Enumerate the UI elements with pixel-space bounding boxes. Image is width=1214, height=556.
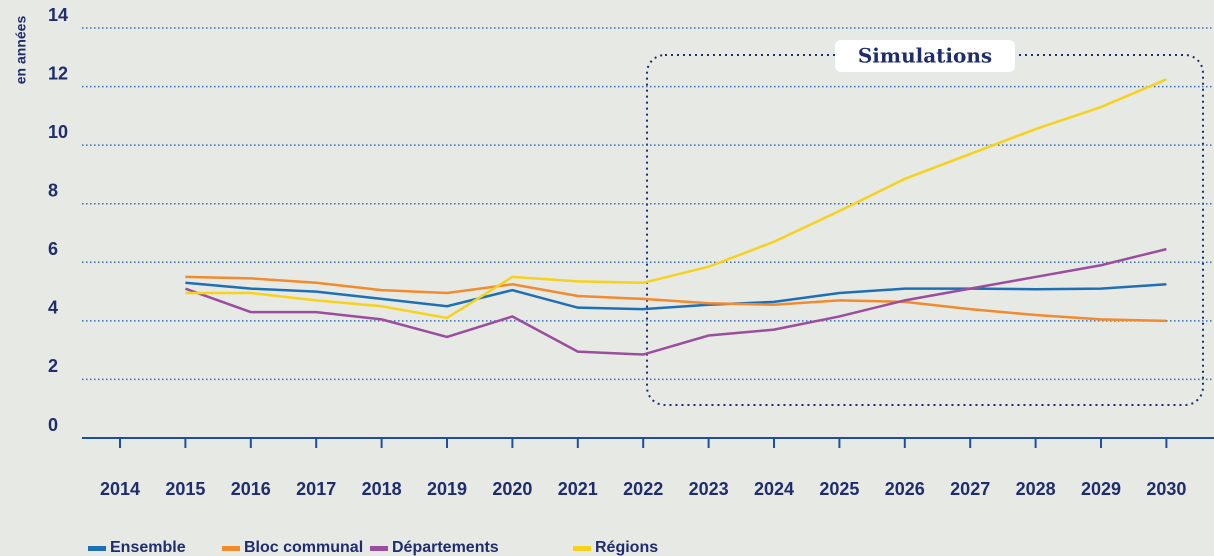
x-tick-label: 2014 [100, 479, 140, 499]
legend-swatch [370, 546, 388, 551]
legend-label: Départements [392, 539, 499, 556]
legend-label: Ensemble [110, 539, 186, 556]
line [185, 275, 1167, 323]
x-tick-label: 2015 [165, 479, 205, 499]
x-tick-label: 2020 [492, 479, 532, 499]
x-tick-label: 2027 [950, 479, 990, 499]
annotation: Simulations [858, 44, 992, 68]
legend-swatch [88, 546, 106, 551]
x-tick-label: 2029 [1081, 479, 1121, 499]
x-tick-label: 2024 [754, 479, 794, 499]
x-tick-label: 2022 [623, 479, 663, 499]
legend-swatch [222, 546, 240, 551]
y-tick-label: 14 [48, 5, 68, 25]
x-tick-label: 2019 [427, 479, 467, 499]
y-axis-label: en années [13, 16, 29, 85]
line [184, 247, 1167, 356]
line [185, 281, 1167, 311]
x-tick-label: 2016 [231, 479, 271, 499]
x-tick-label: 2030 [1146, 479, 1186, 499]
y-tick-label: 0 [48, 415, 58, 435]
x-tick-label: 2021 [558, 479, 598, 499]
annotation-bg [835, 40, 1015, 72]
x-tick-label: 2026 [885, 479, 925, 499]
y-tick-label: 6 [48, 239, 58, 259]
y-tick-label: 10 [48, 122, 68, 142]
y-tick-label: 4 [48, 298, 58, 318]
simulation-box [646, 54, 1204, 406]
y-tick-label: 8 [48, 180, 58, 200]
y-tick-label: 2 [48, 356, 58, 376]
x-tick-label: 2023 [689, 479, 729, 499]
x-tick-label: 2017 [296, 479, 336, 499]
y-tick-label: 12 [48, 63, 68, 83]
x-tick-label: 2018 [362, 479, 402, 499]
legend-swatch [573, 546, 591, 551]
x-tick-label: 2025 [819, 479, 859, 499]
legend-label: Régions [595, 539, 658, 556]
legend-label: Bloc communal [244, 539, 363, 556]
line [185, 78, 1167, 320]
x-tick-label: 2028 [1016, 479, 1056, 499]
